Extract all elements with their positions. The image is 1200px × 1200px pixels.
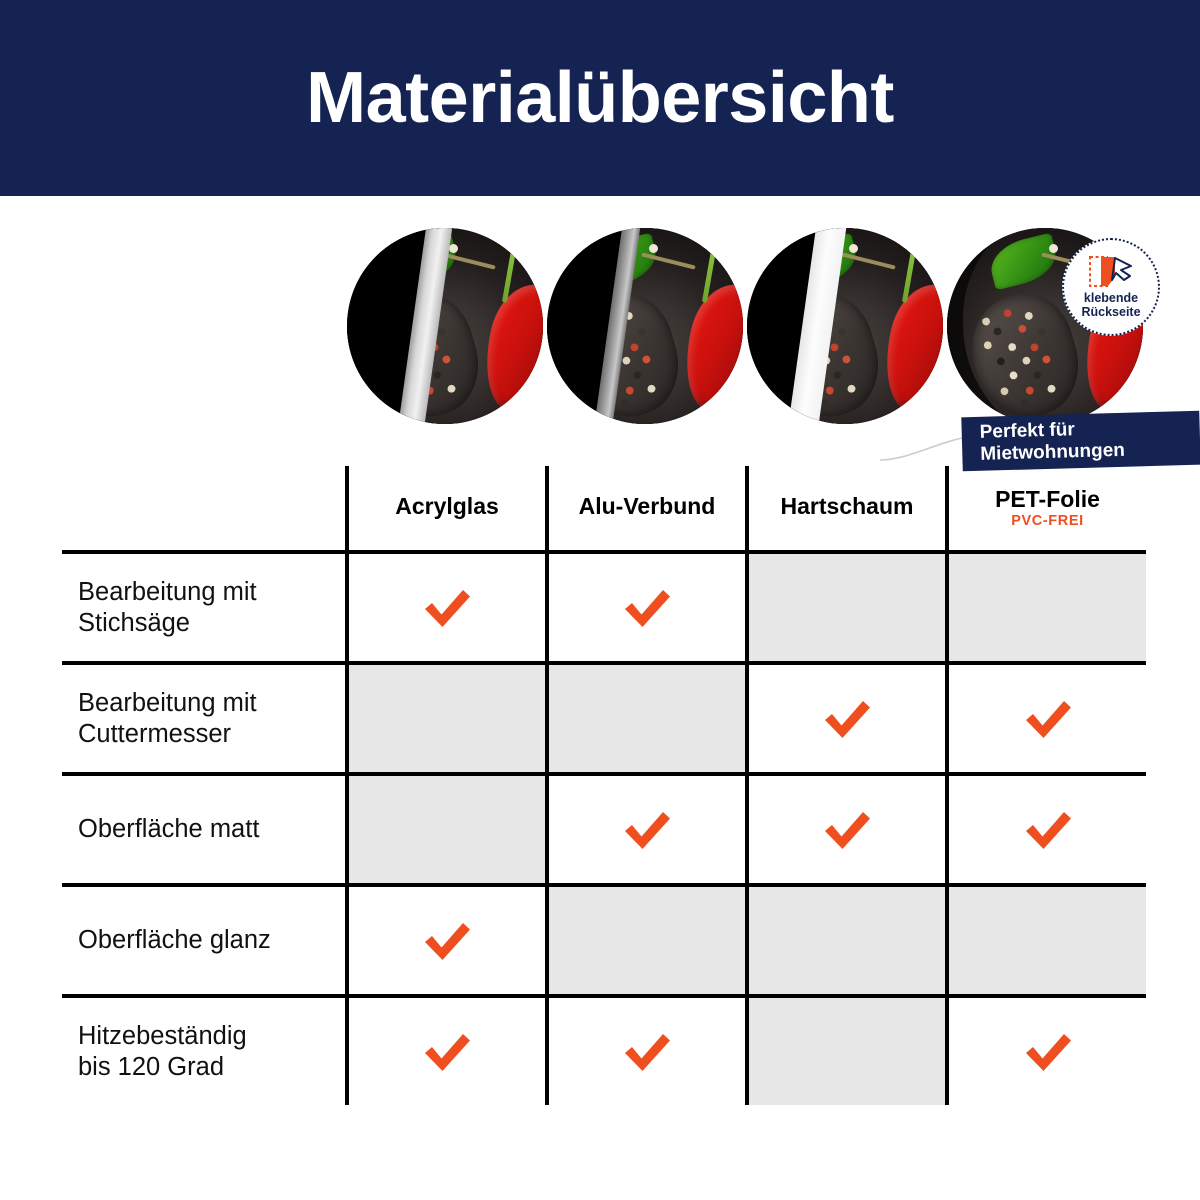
column-header-label: PET-Folie (995, 485, 1100, 512)
check-icon (825, 700, 870, 738)
table-header-row: Acrylglas Alu-Verbund Hartschaum PET-Fol… (62, 466, 1146, 550)
row-label: Bearbeitung mit Stichsäge (78, 578, 257, 637)
column-header-alu-verbund: Alu-Verbund (545, 466, 745, 550)
check-icon (425, 922, 470, 960)
row-label-cell: Hitzebeständig bis 120 Grad (62, 998, 345, 1105)
table-row: Oberfläche glanz (62, 883, 1146, 994)
table-row: Bearbeitung mit Stichsäge (62, 550, 1146, 661)
column-header-label: Hartschaum (780, 493, 914, 519)
table-row: Hitzebeständig bis 120 Grad (62, 994, 1146, 1105)
row-label-cell: Bearbeitung mit Cuttermesser (62, 665, 345, 772)
check-icon (425, 589, 470, 627)
cell-alu-verbund-row-4 (545, 887, 745, 994)
column-header-pet-folie: PET-Folie PVC-FREI (945, 466, 1146, 550)
check-icon (425, 1033, 470, 1071)
row-label-cell: Bearbeitung mit Stichsäge (62, 554, 345, 661)
table-row: Oberfläche matt (62, 772, 1146, 883)
cell-hartschaum-row-4 (745, 887, 945, 994)
check-icon (625, 811, 670, 849)
check-icon (1025, 700, 1071, 738)
cell-alu-verbund-row-5 (545, 998, 745, 1105)
column-header-sublabel: PVC-FREI (1011, 512, 1084, 529)
material-swatch-row (0, 228, 1200, 438)
table-row: Bearbeitung mit Cuttermesser (62, 661, 1146, 772)
cell-pet-folie-row-4 (945, 887, 1146, 994)
cell-pet-folie-row-2 (945, 665, 1146, 772)
column-header-label: Acrylglas (395, 493, 499, 519)
white-peppercorn (448, 243, 458, 253)
row-label: Bearbeitung mit Cuttermesser (78, 689, 257, 748)
row-label: Oberfläche matt (78, 815, 260, 844)
column-header-acrylglas: Acrylglas (345, 466, 545, 550)
cell-alu-verbund-row-3 (545, 776, 745, 883)
cell-pet-folie-row-1 (945, 554, 1146, 661)
page-title: Materialübersicht (306, 58, 894, 138)
ribbon-tail (880, 435, 972, 461)
cell-alu-verbund-row-1 (545, 554, 745, 661)
cell-acrylglas-row-3 (345, 776, 545, 883)
column-header-hartschaum: Hartschaum (745, 466, 945, 550)
white-peppercorn (848, 243, 858, 253)
cell-hartschaum-row-5 (745, 998, 945, 1105)
cell-hartschaum-row-2 (745, 665, 945, 772)
cell-acrylglas-row-1 (345, 554, 545, 661)
cell-hartschaum-row-1 (745, 554, 945, 661)
cell-acrylglas-row-2 (345, 665, 545, 772)
check-icon (825, 811, 870, 849)
rental-suitable-ribbon: Perfekt für Mietwohnungen (961, 410, 1200, 472)
cell-alu-verbund-row-2 (545, 665, 745, 772)
cell-acrylglas-row-5 (345, 998, 545, 1105)
row-label-cell: Oberfläche matt (62, 776, 345, 883)
peel-sticker-icon (1089, 256, 1132, 287)
cell-pet-folie-row-5 (945, 998, 1146, 1105)
check-icon (625, 1033, 670, 1071)
adhesive-back-badge-label: klebende Rückseite (1081, 291, 1141, 319)
white-peppercorn (648, 243, 658, 253)
check-icon (1025, 811, 1071, 849)
column-header-label: Alu-Verbund (578, 493, 716, 519)
swatch-alu-verbund (547, 228, 743, 424)
white-peppercorn (1048, 243, 1058, 253)
adhesive-back-badge: klebende Rückseite (1062, 238, 1160, 336)
header-band: Materialübersicht (0, 0, 1200, 196)
cell-pet-folie-row-3 (945, 776, 1146, 883)
cell-acrylglas-row-4 (345, 887, 545, 994)
swatch-acrylglas (347, 228, 543, 424)
row-label: Oberfläche glanz (78, 926, 271, 955)
table-corner-cell (62, 466, 345, 550)
rental-suitable-ribbon-label: Perfekt für Mietwohnungen (979, 418, 1126, 465)
check-icon (1025, 1033, 1071, 1071)
cell-hartschaum-row-3 (745, 776, 945, 883)
swatch-hartschaum (747, 228, 943, 424)
row-label-cell: Oberfläche glanz (62, 887, 345, 994)
row-label: Hitzebeständig bis 120 Grad (78, 1022, 247, 1081)
material-comparison-table: Acrylglas Alu-Verbund Hartschaum PET-Fol… (62, 466, 1146, 1105)
check-icon (625, 589, 670, 627)
table-body: Bearbeitung mit Stichsäge Bearbeitung mit… (62, 550, 1146, 1105)
